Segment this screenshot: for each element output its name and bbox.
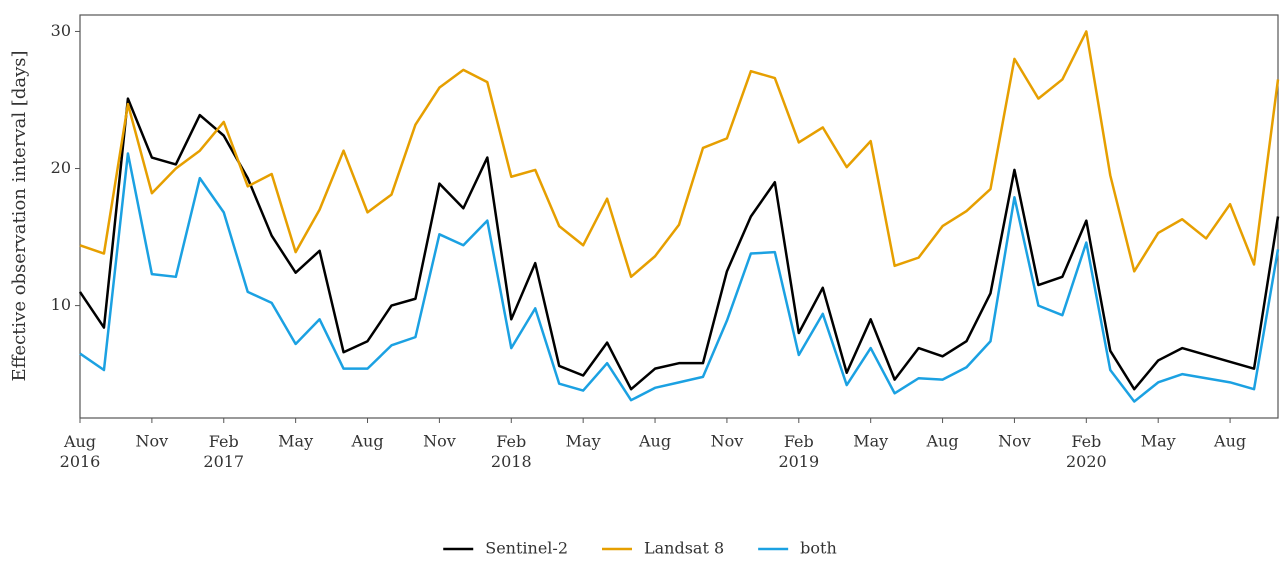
x-tick-label: Feb 2017 [203, 432, 244, 471]
x-tick-label: Nov [423, 432, 456, 451]
legend: Sentinel-2 Landsat 8 both [443, 539, 837, 558]
x-tick-label: May [566, 432, 601, 451]
x-tick-label: Aug [638, 432, 671, 451]
x-tick-label: Aug 2016 [60, 432, 101, 471]
x-tick-label: May [853, 432, 888, 451]
x-tick-label: Nov [711, 432, 744, 451]
y-tick-label: 30 [51, 21, 71, 40]
plot-frame [79, 14, 1279, 419]
x-tick-label: May [278, 432, 313, 451]
y-tick-label: 20 [51, 158, 71, 177]
x-tick-label: May [1141, 432, 1176, 451]
data-line [79, 152, 1280, 403]
x-tick-label: Feb 2019 [778, 432, 819, 471]
legend-label: Landsat 8 [644, 539, 724, 558]
legend-label: Sentinel-2 [485, 539, 568, 558]
x-tick-label: Nov [136, 432, 169, 451]
x-tick-label: Nov [998, 432, 1031, 451]
x-tick-label: Aug [926, 432, 959, 451]
x-tick-label: Feb 2018 [491, 432, 532, 471]
x-tick-label: Aug [350, 432, 383, 451]
x-tick-label: Aug [1213, 432, 1246, 451]
x-tick-label: Feb 2020 [1066, 432, 1107, 471]
legend-label: both [800, 539, 837, 558]
data-line [78, 97, 1280, 391]
y-tick-label: 10 [51, 295, 71, 314]
data-line [79, 30, 1280, 279]
y-axis-label: Effective observation interval [days] [9, 50, 30, 381]
